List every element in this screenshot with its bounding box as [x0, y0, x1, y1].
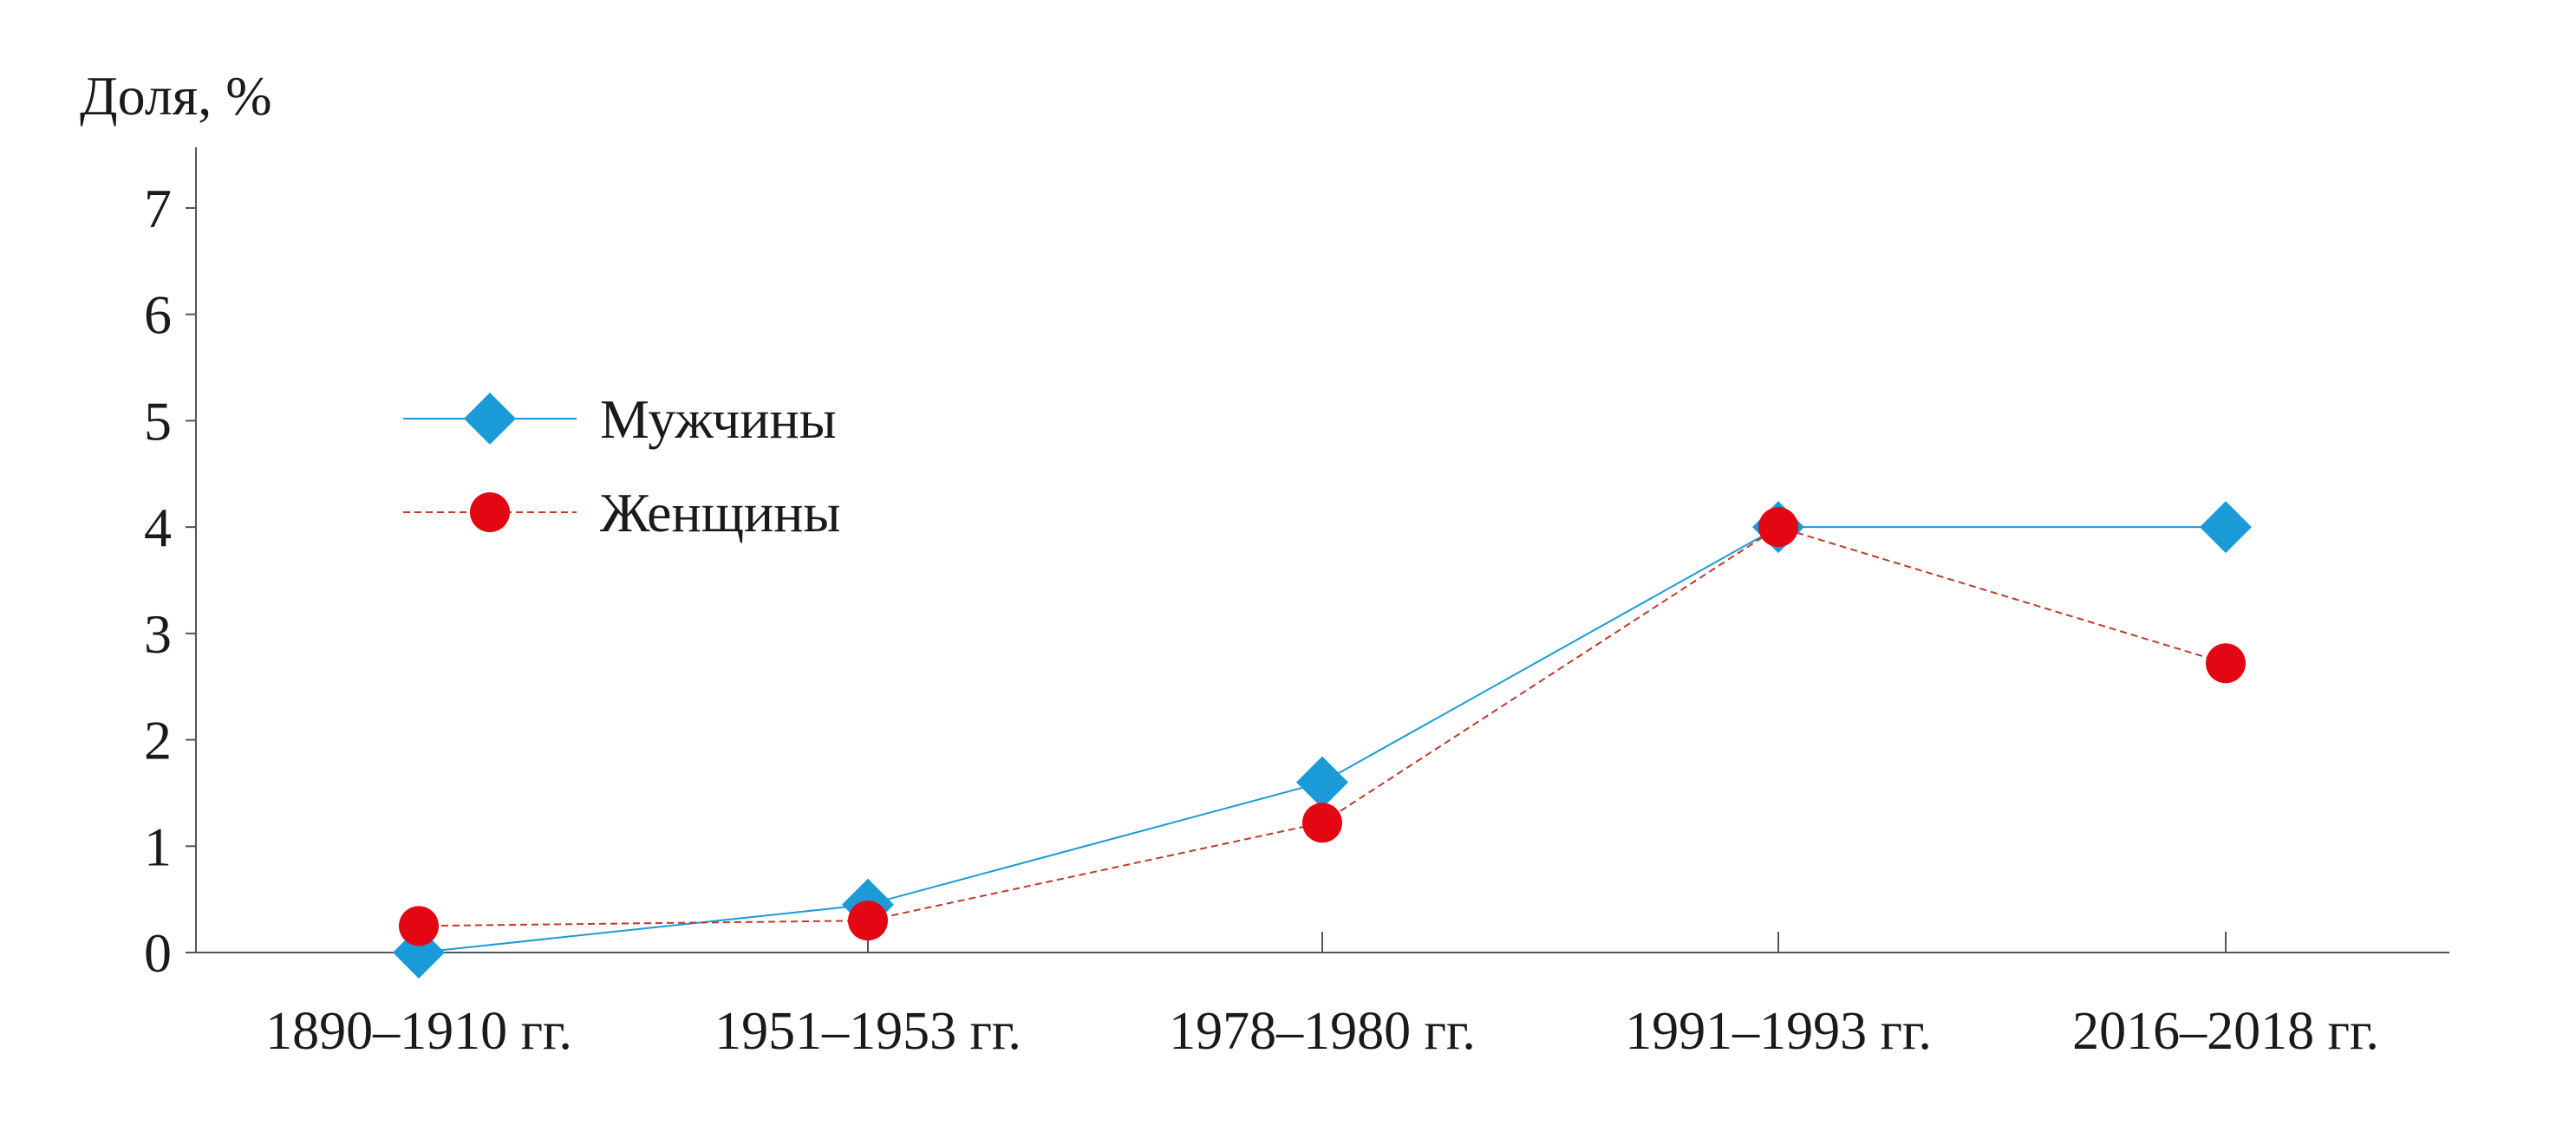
y-axis-label: Доля, % [80, 65, 272, 127]
series-markers [393, 501, 2252, 979]
x-tick-label: 1991–1993 гг. [1625, 1002, 1932, 1061]
data-point-women [1302, 803, 1342, 843]
data-point-women [1758, 507, 1798, 548]
x-tick-label: 2016–2018 гг. [2072, 1002, 2379, 1061]
legend-label: Женщины [600, 482, 841, 543]
data-point-women [399, 906, 439, 946]
y-tick-label: 5 [144, 390, 172, 452]
legend-marker-diamond [464, 393, 516, 445]
data-point-women [2206, 643, 2246, 684]
data-point-women [848, 901, 888, 941]
x-tick-label: 1951–1953 гг. [714, 1002, 1021, 1061]
series-lines [418, 526, 2227, 953]
y-tick-label: 4 [144, 497, 172, 558]
x-axis-ticks: 1890–1910 гг. 1951–1953 гг. 1978–1980 гг. 1… [265, 932, 2379, 1061]
y-tick-label: 0 [144, 922, 172, 984]
x-tick-label: 1978–1980 гг. [1169, 1002, 1476, 1061]
y-tick-label: 2 [144, 710, 172, 771]
y-tick-label: 7 [144, 178, 172, 239]
y-tick-label: 1 [144, 816, 172, 877]
data-point-men [1296, 756, 1348, 809]
y-axis-ticks: 0 1 2 3 4 5 6 7 [144, 178, 196, 984]
legend-marker-circle [470, 492, 510, 532]
series-line-men [418, 526, 2226, 953]
legend: Мужчины Женщины [403, 388, 841, 543]
series-line-women [418, 526, 2227, 927]
y-tick-label: 3 [144, 603, 172, 665]
data-point-men [2200, 501, 2252, 554]
y-tick-label: 6 [144, 284, 172, 346]
x-tick-label: 1890–1910 гг. [265, 1002, 572, 1061]
legend-label: Мужчины [600, 388, 837, 450]
